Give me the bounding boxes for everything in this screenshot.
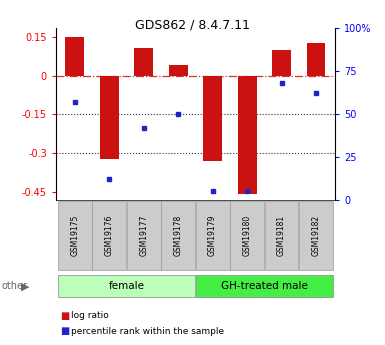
Bar bbox=[100, 76, 119, 159]
Bar bbox=[127, 201, 161, 270]
Bar bbox=[306, 43, 325, 76]
Bar bbox=[264, 201, 298, 270]
Text: GSM19175: GSM19175 bbox=[70, 215, 79, 256]
Text: GSM19182: GSM19182 bbox=[311, 215, 320, 256]
Text: other: other bbox=[2, 282, 28, 291]
Text: GSM19178: GSM19178 bbox=[174, 215, 182, 256]
Bar bbox=[272, 50, 291, 76]
Text: GSM19176: GSM19176 bbox=[105, 215, 114, 256]
Bar bbox=[196, 201, 229, 270]
Bar bbox=[203, 76, 222, 161]
Text: GSM19177: GSM19177 bbox=[139, 215, 148, 256]
Text: percentile rank within the sample: percentile rank within the sample bbox=[71, 327, 224, 336]
Bar bbox=[65, 37, 84, 76]
Text: GSM19179: GSM19179 bbox=[208, 215, 217, 256]
Text: ■: ■ bbox=[60, 326, 69, 336]
Bar bbox=[196, 275, 333, 297]
Bar bbox=[230, 201, 264, 270]
Bar bbox=[58, 275, 195, 297]
Bar bbox=[161, 201, 195, 270]
Bar bbox=[169, 65, 187, 76]
Bar bbox=[238, 76, 256, 194]
Text: GSM19181: GSM19181 bbox=[277, 215, 286, 256]
Bar bbox=[58, 201, 92, 270]
Text: female: female bbox=[109, 281, 144, 291]
Bar bbox=[299, 201, 333, 270]
Text: log ratio: log ratio bbox=[71, 311, 109, 320]
Text: GSM19180: GSM19180 bbox=[243, 215, 251, 256]
Text: ■: ■ bbox=[60, 311, 69, 321]
Text: GDS862 / 8.4.7.11: GDS862 / 8.4.7.11 bbox=[135, 19, 250, 32]
Bar bbox=[92, 201, 126, 270]
Bar bbox=[134, 48, 153, 76]
Text: GH-treated male: GH-treated male bbox=[221, 281, 308, 291]
Text: ▶: ▶ bbox=[21, 282, 30, 291]
